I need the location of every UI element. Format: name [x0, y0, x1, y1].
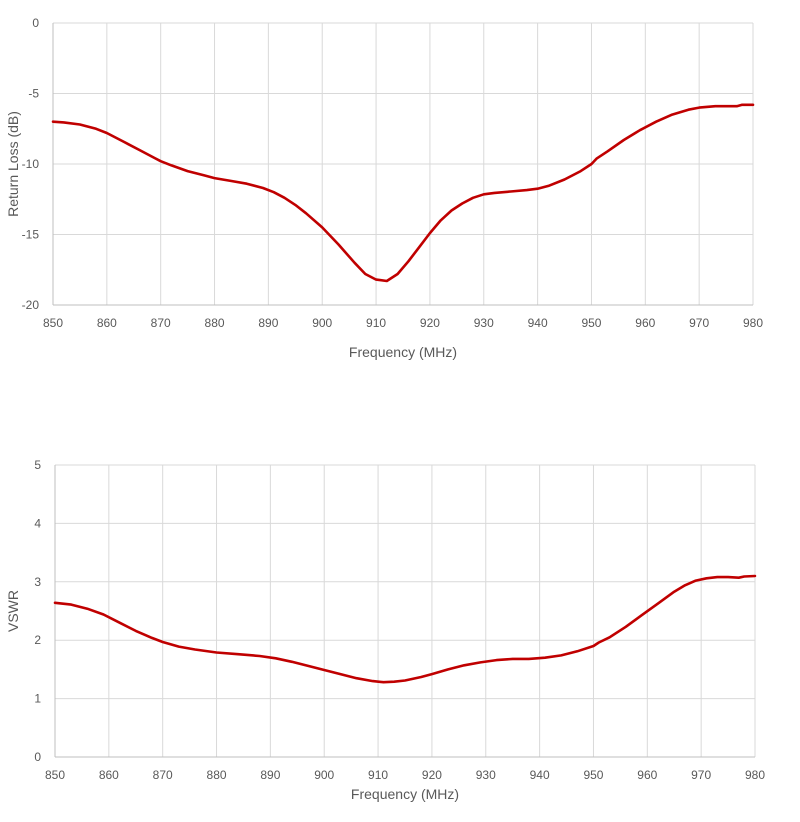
- x-tick-label: 930: [476, 768, 496, 782]
- series-line: [51, 103, 755, 283]
- x-tick-label: 870: [153, 768, 173, 782]
- x-tick-label: 860: [97, 316, 117, 330]
- y-axis-title: VSWR: [5, 590, 21, 632]
- x-tick-label: 900: [312, 316, 332, 330]
- y-axis-title: Return Loss (dB): [5, 111, 21, 217]
- x-tick-label: 940: [530, 768, 550, 782]
- x-tick-label: 980: [745, 768, 765, 782]
- x-tick-label: 980: [743, 316, 763, 330]
- x-tick-label: 960: [635, 316, 655, 330]
- x-axis-title: Frequency (MHz): [351, 786, 459, 802]
- x-tick-label: 890: [258, 316, 278, 330]
- x-tick-label: 850: [45, 768, 65, 782]
- x-tick-label: 970: [691, 768, 711, 782]
- y-tick-label: 4: [34, 516, 41, 530]
- y-tick-label: 3: [34, 575, 41, 589]
- x-tick-label: 940: [528, 316, 548, 330]
- chart-2: 0 1 2 3 4 5 850 860 870 880 890 900 910 920 930 940 950 9…: [5, 458, 765, 802]
- y-tick-label: -5: [28, 87, 39, 101]
- series-line: [53, 574, 757, 684]
- x-tick-label: 870: [151, 316, 171, 330]
- x-tick-label: 900: [314, 768, 334, 782]
- y-tick-label: 1: [34, 692, 41, 706]
- x-tick-label: 920: [420, 316, 440, 330]
- x-axis-title: Frequency (MHz): [349, 344, 457, 360]
- x-tick-label: 850: [43, 316, 63, 330]
- y-tick-label: 0: [32, 16, 39, 30]
- x-tick-label: 880: [207, 768, 227, 782]
- x-tick-label: 950: [581, 316, 601, 330]
- y-tick-label: -10: [22, 157, 40, 171]
- x-tick-label: 910: [368, 768, 388, 782]
- x-tick-label: 890: [260, 768, 280, 782]
- y-tick-label: 5: [34, 458, 41, 472]
- x-tick-label: 930: [474, 316, 494, 330]
- y-tick-label: 2: [34, 633, 41, 647]
- x-tick-label: 960: [637, 768, 657, 782]
- x-tick-label: 860: [99, 768, 119, 782]
- x-tick-label: 920: [422, 768, 442, 782]
- y-tick-label: 0: [34, 750, 41, 764]
- y-tick-label: -20: [22, 298, 40, 312]
- x-tick-label: 970: [689, 316, 709, 330]
- x-tick-label: 910: [366, 316, 386, 330]
- x-tick-label: 880: [205, 316, 225, 330]
- x-tick-label: 950: [583, 768, 603, 782]
- y-tick-label: -15: [22, 228, 40, 242]
